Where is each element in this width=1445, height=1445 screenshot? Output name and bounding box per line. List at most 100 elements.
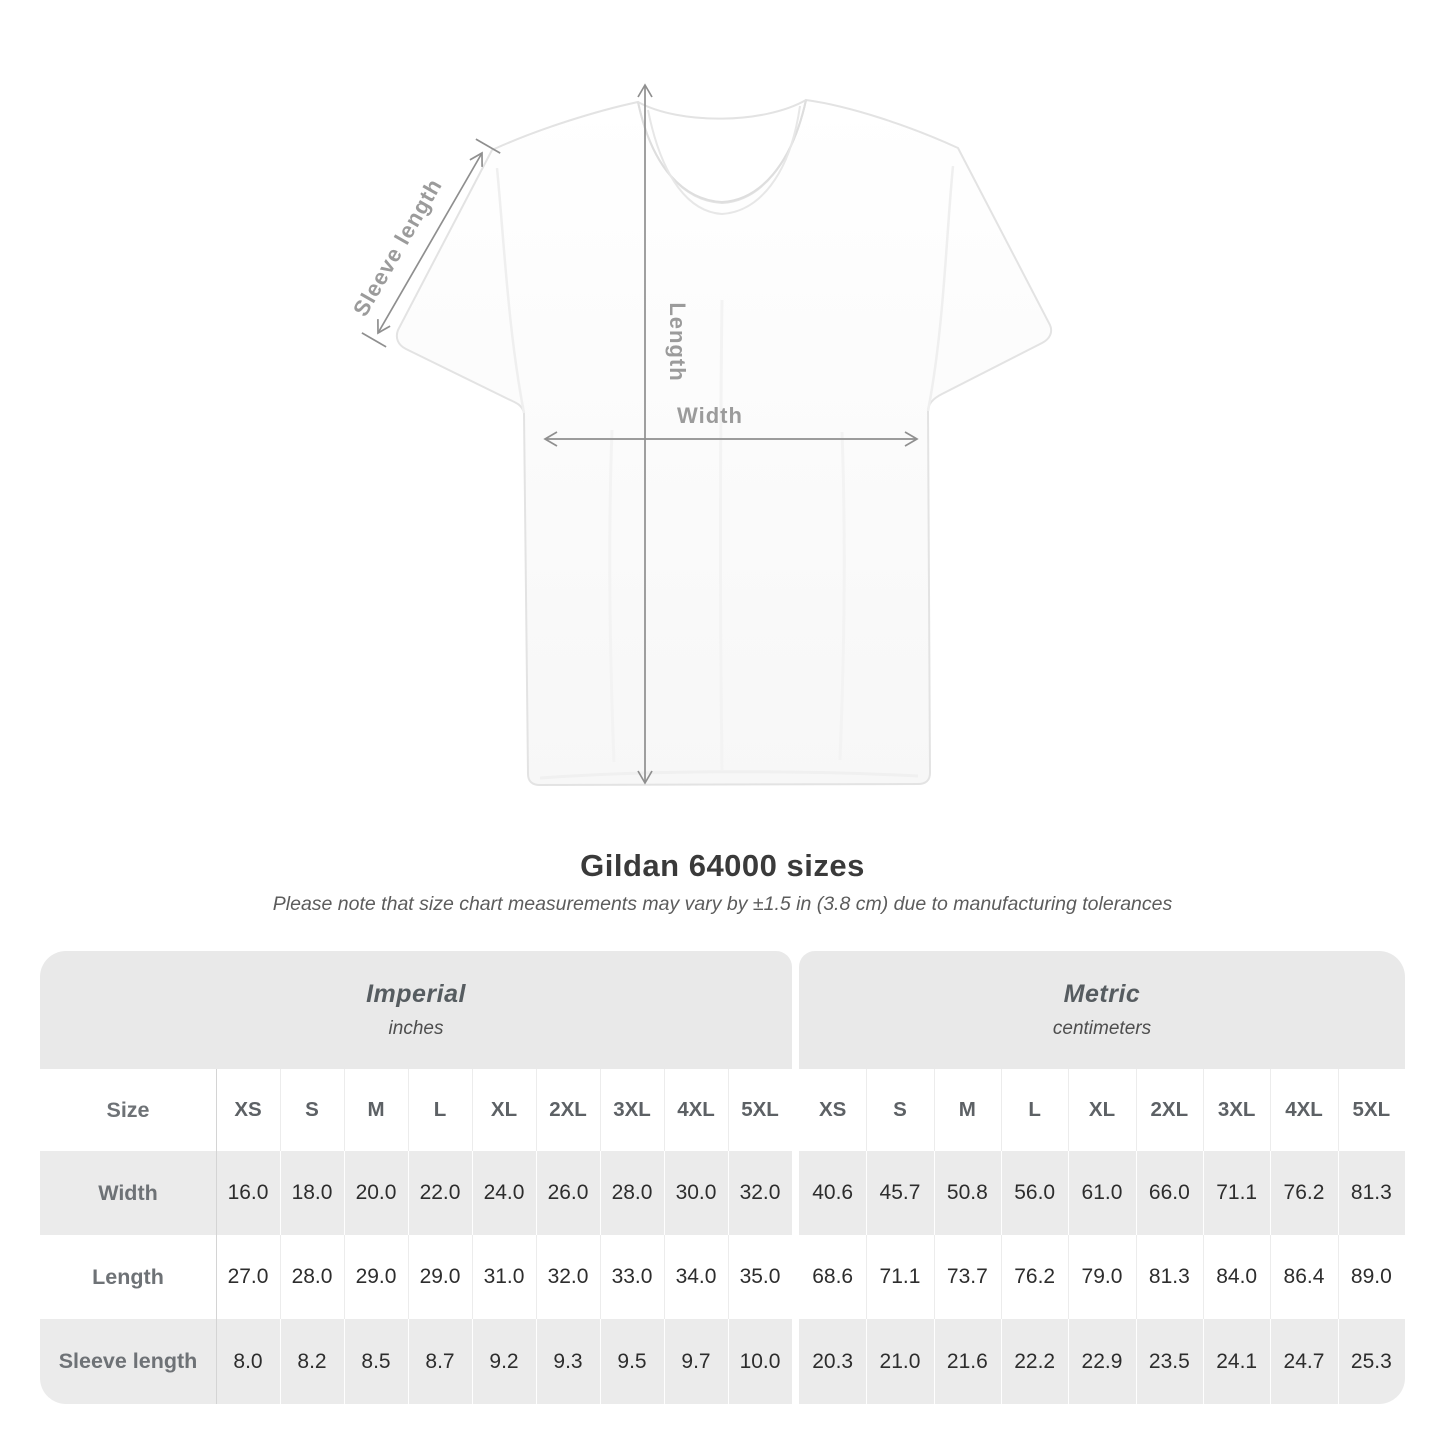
tolerance-note: Please note that size chart measurements… (272, 893, 1173, 915)
table-cell: 45.7 (866, 1151, 933, 1235)
table-cell: 9.5 (600, 1319, 664, 1404)
table-cell: 21.6 (934, 1319, 1001, 1404)
imperial-header-band: Imperial inches (40, 951, 792, 1069)
table-cell: 29.0 (408, 1235, 472, 1319)
page-title: Gildan 64000 sizes (580, 848, 865, 883)
size-header: 2XL (536, 1069, 600, 1151)
table-cell: 8.5 (344, 1319, 408, 1404)
size-header: XS (216, 1069, 280, 1151)
table-cell: 50.8 (934, 1151, 1001, 1235)
metric-heading: Metric (1063, 980, 1141, 1008)
size-chart-table: Imperial inches Size XS S M L XL 2XL 3XL 4XL 5XL W… (40, 951, 1405, 1404)
table-cell: 89.0 (1338, 1235, 1405, 1319)
size-header: M (934, 1069, 1001, 1151)
table-cell: 81.3 (1338, 1151, 1405, 1235)
tshirt-measurement-figure: Length Width Sleeve length (348, 83, 1053, 787)
table-cell: 9.7 (664, 1319, 728, 1404)
table-cell: 71.1 (1203, 1151, 1270, 1235)
table-cell: 61.0 (1068, 1151, 1135, 1235)
table-cell: 40.6 (812, 1181, 854, 1204)
table-cell: 28.0 (280, 1235, 344, 1319)
table-cell: 18.0 (280, 1151, 344, 1235)
table-row: Length 27.0 28.0 29.0 29.0 31.0 32.0 33.0 34.0 35… (40, 1235, 792, 1319)
table-cell: 84.0 (1203, 1235, 1270, 1319)
table-cell: 9.2 (472, 1319, 536, 1404)
size-header: M (344, 1069, 408, 1151)
table-cell: 79.0 (1068, 1235, 1135, 1319)
table-cell: 32.0 (728, 1151, 792, 1235)
tshirt-graphic: Length Width Sleeve length (348, 83, 1053, 787)
table-cell: 86.4 (1270, 1235, 1337, 1319)
table-cell: 27.0 (216, 1235, 280, 1319)
table-row: Size XS S M L XL 2XL 3XL 4XL 5XL (40, 1069, 792, 1151)
table-cell: 8.7 (408, 1319, 472, 1404)
size-header: 5XL (1338, 1069, 1405, 1151)
metric-grid: XS S M L XL 2XL 3XL 4XL 5XL 40.6 45.7 50.8 56.0 61.0 6… (799, 1069, 1405, 1404)
table-row: 20.3 21.0 21.6 22.2 22.9 23.5 24.1 24.7 25.3 (799, 1319, 1405, 1404)
size-header: 4XL (1270, 1069, 1337, 1151)
size-header: S (866, 1069, 933, 1151)
size-header: 3XL (1203, 1069, 1270, 1151)
size-header: 3XL (600, 1069, 664, 1151)
length-label: Length (665, 302, 690, 381)
table-cell: 81.3 (1136, 1235, 1203, 1319)
table-cell: 9.3 (536, 1319, 600, 1404)
row-label: Sleeve length (58, 1349, 198, 1373)
table-cell: 71.1 (866, 1235, 933, 1319)
table-cell: 23.5 (1136, 1319, 1203, 1404)
table-cell: 24.1 (1203, 1319, 1270, 1404)
table-cell: 34.0 (664, 1235, 728, 1319)
table-cell: 31.0 (472, 1235, 536, 1319)
imperial-heading: Imperial (366, 980, 466, 1008)
size-header: XL (1068, 1069, 1135, 1151)
length-arrow (637, 83, 653, 785)
table-cell: 8.0 (216, 1319, 280, 1404)
table-cell: 68.6 (812, 1265, 854, 1288)
table-cell: 66.0 (1136, 1151, 1203, 1235)
table-cell: 20.0 (344, 1151, 408, 1235)
tshirt-shape (395, 98, 1053, 787)
size-header: 4XL (664, 1069, 728, 1151)
table-cell: 30.0 (664, 1151, 728, 1235)
table-row: Width 16.0 18.0 20.0 22.0 24.0 26.0 28.0 30.0 32.… (40, 1151, 792, 1235)
size-header: L (1001, 1069, 1068, 1151)
table-cell: 25.3 (1338, 1319, 1405, 1404)
table-row: XS S M L XL 2XL 3XL 4XL 5XL (799, 1069, 1405, 1151)
table-cell: 8.2 (280, 1319, 344, 1404)
size-header: 2XL (1136, 1069, 1203, 1151)
table-cell: 24.7 (1270, 1319, 1337, 1404)
table-cell: 26.0 (536, 1151, 600, 1235)
table-cell: 35.0 (728, 1235, 792, 1319)
table-row: 40.6 45.7 50.8 56.0 61.0 66.0 71.1 76.2 81.3 (799, 1151, 1405, 1235)
table-cell: 16.0 (216, 1151, 280, 1235)
size-column-header: Size (106, 1097, 150, 1122)
size-header: L (408, 1069, 472, 1151)
table-cell: 22.9 (1068, 1319, 1135, 1404)
table-cell: 33.0 (600, 1235, 664, 1319)
row-label: Width (98, 1180, 158, 1205)
table-cell: 76.2 (1270, 1151, 1337, 1235)
table-cell: 76.2 (1001, 1235, 1068, 1319)
table-cell: 10.0 (728, 1319, 792, 1404)
imperial-unit-label: inches (388, 1018, 444, 1039)
imperial-group: Imperial inches Size XS S M L XL 2XL 3XL 4XL 5XL W… (40, 951, 792, 1404)
metric-group: Metric centimeters XS S M L XL 2XL 3XL 4XL 5XL 40… (799, 951, 1405, 1404)
table-cell: 56.0 (1001, 1151, 1068, 1235)
table-row: 68.6 71.1 73.7 76.2 79.0 81.3 84.0 86.4 89.0 (799, 1235, 1405, 1319)
metric-header-band: Metric centimeters (799, 951, 1405, 1069)
size-header: S (280, 1069, 344, 1151)
size-header: 5XL (728, 1069, 792, 1151)
size-header: XS (818, 1098, 847, 1121)
row-label: Length (92, 1264, 164, 1289)
table-cell: 20.3 (812, 1349, 854, 1373)
table-cell: 21.0 (866, 1319, 933, 1404)
width-arrow (543, 431, 919, 447)
size-header: XL (472, 1069, 536, 1151)
table-cell: 22.0 (408, 1151, 472, 1235)
table-cell: 29.0 (344, 1235, 408, 1319)
table-cell: 24.0 (472, 1151, 536, 1235)
width-label: Width (677, 403, 743, 428)
imperial-grid: Size XS S M L XL 2XL 3XL 4XL 5XL Width 16.0 18.0 20.0… (40, 1069, 792, 1404)
metric-unit-label: centimeters (1052, 1018, 1152, 1039)
table-row: Sleeve length 8.0 8.2 8.5 8.7 9.2 9.3 9.5 9.7 10.… (40, 1319, 792, 1404)
